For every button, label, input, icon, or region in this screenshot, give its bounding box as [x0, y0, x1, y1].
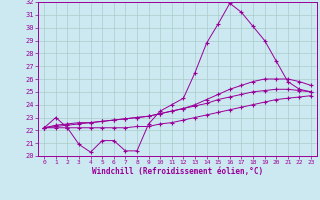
X-axis label: Windchill (Refroidissement éolien,°C): Windchill (Refroidissement éolien,°C) — [92, 167, 263, 176]
